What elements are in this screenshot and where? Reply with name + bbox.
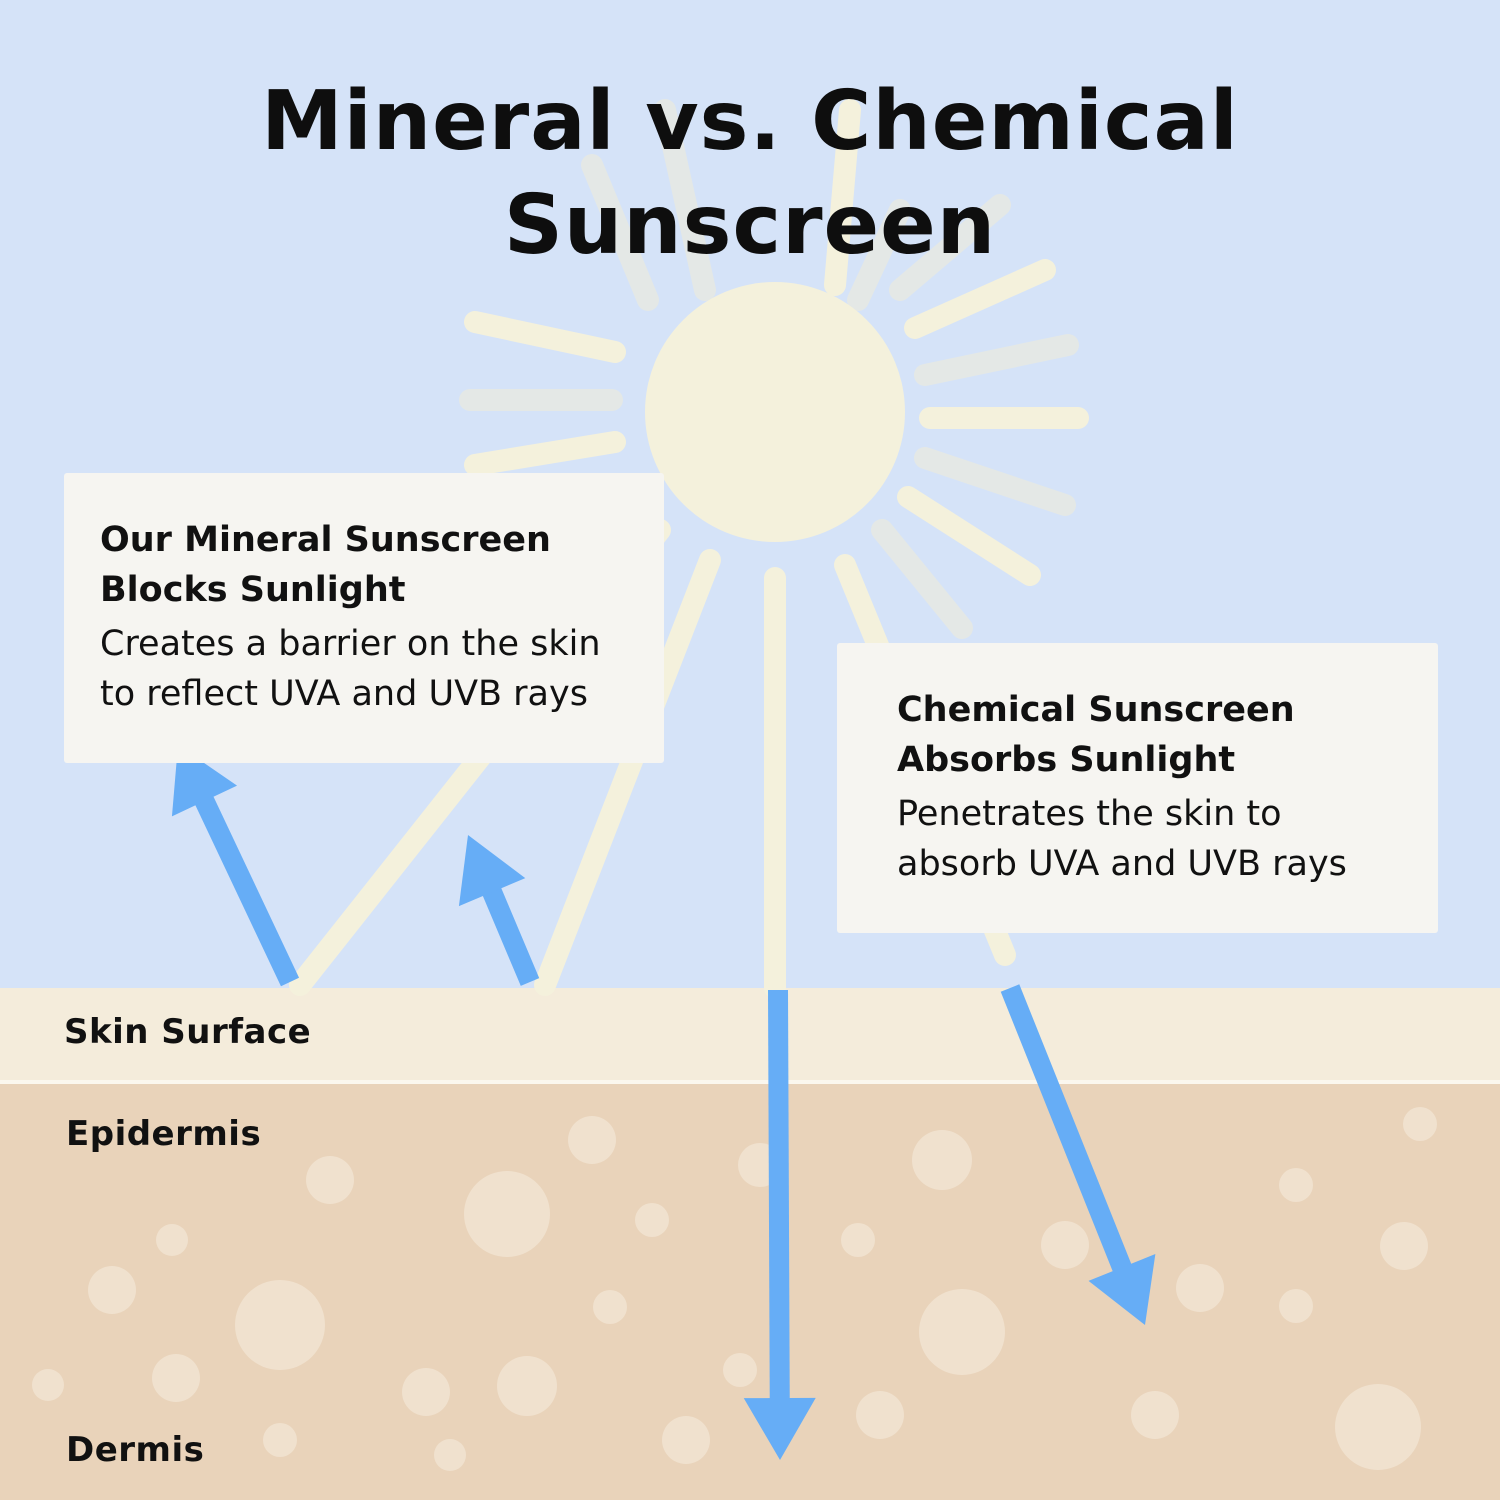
skin-cell bbox=[856, 1391, 904, 1439]
arrow-head bbox=[1088, 1254, 1156, 1325]
mineral-heading: Our Mineral Sunscreen Blocks Sunlight bbox=[100, 520, 551, 610]
skin-cell bbox=[1403, 1107, 1437, 1141]
skin-cell bbox=[1380, 1222, 1428, 1270]
skin-surface-layer bbox=[0, 988, 1500, 1080]
skin-cell bbox=[1131, 1391, 1179, 1439]
sun-ray bbox=[654, 99, 716, 301]
skin-cell bbox=[662, 1416, 710, 1464]
mineral-sunscreen-card: Our Mineral Sunscreen Blocks Sunlight Cre… bbox=[64, 473, 664, 763]
page-title: Mineral vs. Chemical Sunscreen bbox=[261, 74, 1239, 273]
skin-cell bbox=[152, 1354, 200, 1402]
chemical-sunscreen-card: Chemical Sunscreen Absorbs Sunlight Penet… bbox=[837, 643, 1438, 933]
skin-cell bbox=[156, 1224, 188, 1256]
skin-cell bbox=[593, 1290, 627, 1324]
skin-cell bbox=[434, 1439, 466, 1471]
skin-cells bbox=[32, 1107, 1437, 1471]
skin-surface-label: Skin Surface bbox=[64, 1012, 312, 1052]
arrow-shaft bbox=[1000, 984, 1133, 1275]
sun-ray bbox=[824, 99, 861, 296]
skin-cell bbox=[1041, 1221, 1089, 1269]
arrow-head bbox=[743, 1397, 816, 1460]
arrow-icon bbox=[1000, 984, 1156, 1325]
dermis-label: Dermis bbox=[66, 1430, 205, 1470]
sun-ray bbox=[464, 431, 626, 476]
arrow-icon bbox=[458, 835, 540, 986]
skin-cell bbox=[464, 1171, 550, 1257]
sun-ray bbox=[889, 194, 1011, 301]
sun-ray bbox=[847, 199, 911, 311]
arrow-shaft bbox=[481, 884, 540, 986]
skin-cell bbox=[235, 1280, 325, 1370]
skin-cell bbox=[263, 1423, 297, 1457]
skin-cell bbox=[1279, 1168, 1313, 1202]
sun-ray bbox=[914, 334, 1079, 386]
skin-cell bbox=[919, 1289, 1005, 1375]
skin-cell bbox=[32, 1369, 64, 1401]
epidermis-label: Epidermis bbox=[66, 1114, 262, 1154]
arrow-shaft bbox=[768, 989, 790, 1403]
sun-icon bbox=[645, 282, 905, 542]
skin-cell bbox=[88, 1266, 136, 1314]
sun-ray bbox=[897, 486, 1041, 586]
chemical-description: Penetrates the skin to absorb UVA and UVB… bbox=[897, 794, 1347, 884]
arrow-icon bbox=[743, 989, 816, 1460]
sun-ray bbox=[581, 154, 659, 311]
skin-cell bbox=[635, 1203, 669, 1237]
arrow-shaft bbox=[193, 793, 300, 987]
skin-cell bbox=[306, 1156, 354, 1204]
skin-cell bbox=[723, 1353, 757, 1387]
chemical-heading: Chemical Sunscreen Absorbs Sunlight bbox=[897, 690, 1295, 780]
layer-divider bbox=[0, 1080, 1500, 1084]
sun-ray bbox=[904, 259, 1056, 339]
skin-cell bbox=[841, 1223, 875, 1257]
uv-arrows bbox=[171, 745, 1156, 1460]
arrow-icon bbox=[171, 745, 300, 987]
skin-cell bbox=[1279, 1289, 1313, 1323]
sun-ray bbox=[464, 311, 626, 363]
sun-ray bbox=[914, 447, 1076, 516]
arrow-head bbox=[458, 835, 526, 907]
skin-cell bbox=[497, 1356, 557, 1416]
sun-rays bbox=[459, 99, 1089, 639]
sun-ray bbox=[534, 549, 721, 996]
skin-cell bbox=[912, 1130, 972, 1190]
sun-ray bbox=[871, 519, 973, 639]
skin-cell bbox=[568, 1116, 616, 1164]
skin-cell bbox=[402, 1368, 450, 1416]
skin-cell bbox=[1176, 1264, 1224, 1312]
mineral-description: Creates a barrier on the skin to reflect … bbox=[100, 624, 601, 714]
skin-cell bbox=[1335, 1384, 1421, 1470]
